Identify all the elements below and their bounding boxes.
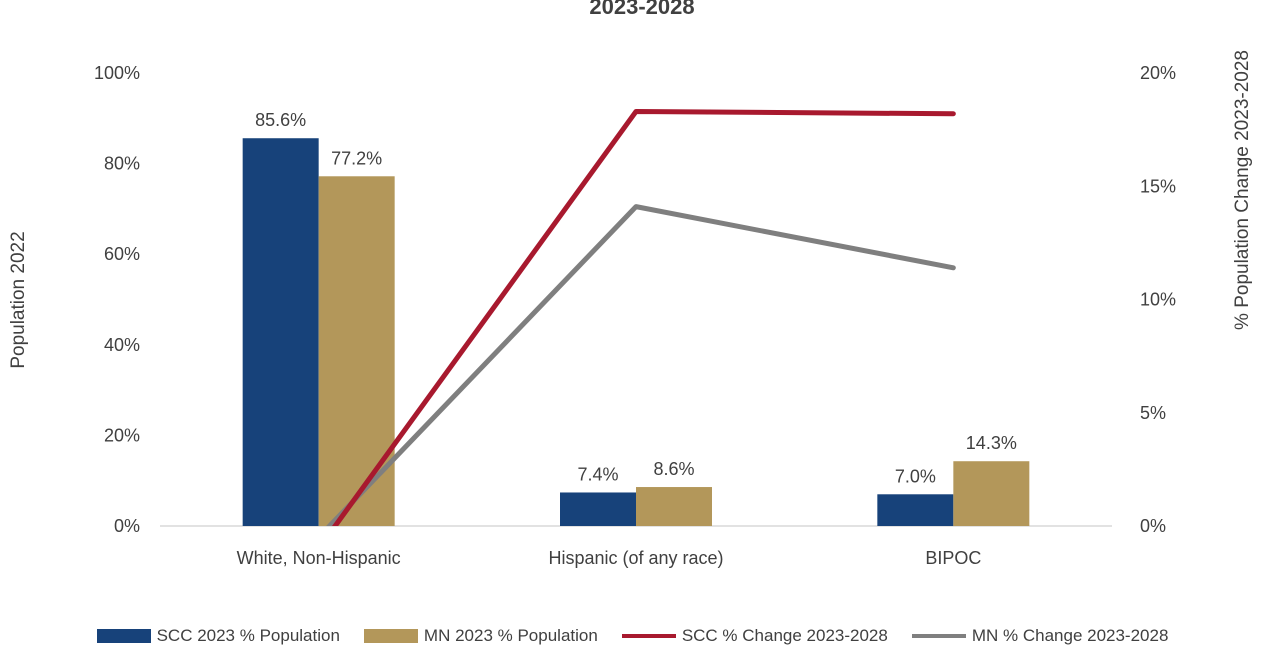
chart-svg: 2023-2028 0% 20% 40% 60% 80% 100% 0% 5% 10% 15% 2…: [8, 0, 1253, 568]
x-axis: White, Non-Hispanic Hispanic (of any race…: [160, 525, 1112, 568]
y-tick-right: 10%: [1140, 290, 1176, 310]
legend-swatch-line: [621, 634, 676, 638]
legend-swatch-bar: [363, 629, 418, 643]
right-axis: 0% 5% 10% 15% 20%: [1140, 63, 1176, 536]
legend-label: SCC 2023 % Population: [156, 626, 340, 645]
x-tick-label: Hispanic (of any race): [548, 548, 723, 568]
legend-label: SCC % Change 2023-2028: [681, 626, 888, 645]
y-tick-right: 15%: [1140, 176, 1176, 196]
y-tick-right: 0%: [1140, 516, 1166, 536]
bars-group: 85.6% 7.4% 7.0% 77.2% 8.6% 14.3%: [242, 110, 1030, 526]
legend-label: MN % Change 2023-2028: [971, 626, 1169, 645]
bar: [560, 492, 636, 526]
y-tick-left: 80%: [104, 154, 140, 174]
legend-swatch-bar: [96, 629, 151, 643]
y-tick-right: 20%: [1140, 63, 1176, 83]
x-tick-label: BIPOC: [925, 548, 981, 568]
y-tick-left: 100%: [94, 63, 140, 83]
bar: [953, 461, 1030, 526]
y-tick-right: 5%: [1140, 403, 1166, 423]
legend: SCC 2023 % Population MN 2023 % Populatio…: [0, 622, 1265, 650]
legend-item: MN % Change 2023-2028: [911, 626, 1169, 646]
y-tick-left: 40%: [104, 335, 140, 355]
legend-item: SCC 2023 % Population: [96, 626, 340, 646]
y-tick-left: 60%: [104, 244, 140, 264]
bar: [877, 494, 954, 526]
legend-label: MN 2023 % Population: [423, 626, 598, 645]
bar-data-label: 77.2%: [331, 148, 382, 168]
bar-data-label: 7.4%: [577, 464, 618, 484]
y-axis-label-left: Population 2022: [8, 231, 29, 368]
legend-item: MN 2023 % Population: [363, 626, 598, 646]
y-tick-left: 20%: [104, 425, 140, 445]
y-axis-label-right: % Population Change 2023-2028: [1232, 50, 1253, 330]
series-line: [332, 109, 956, 526]
bar: [242, 138, 319, 526]
series-line: [326, 204, 956, 526]
bar-data-label: 8.6%: [653, 459, 694, 479]
bar-data-label: 85.6%: [255, 110, 306, 130]
x-tick-label: White, Non-Hispanic: [237, 548, 401, 568]
legend-swatch-line: [911, 634, 966, 638]
lines-group: [326, 109, 956, 526]
chart-title: 2023-2028: [589, 0, 694, 19]
bar-data-label: 14.3%: [966, 433, 1017, 453]
bar: [636, 487, 712, 526]
legend-item: SCC % Change 2023-2028: [621, 626, 888, 646]
bar: [318, 176, 395, 526]
left-axis: 0% 20% 40% 60% 80% 100%: [94, 63, 140, 536]
y-tick-left: 0%: [114, 516, 140, 536]
bar-data-label: 7.0%: [895, 466, 936, 486]
